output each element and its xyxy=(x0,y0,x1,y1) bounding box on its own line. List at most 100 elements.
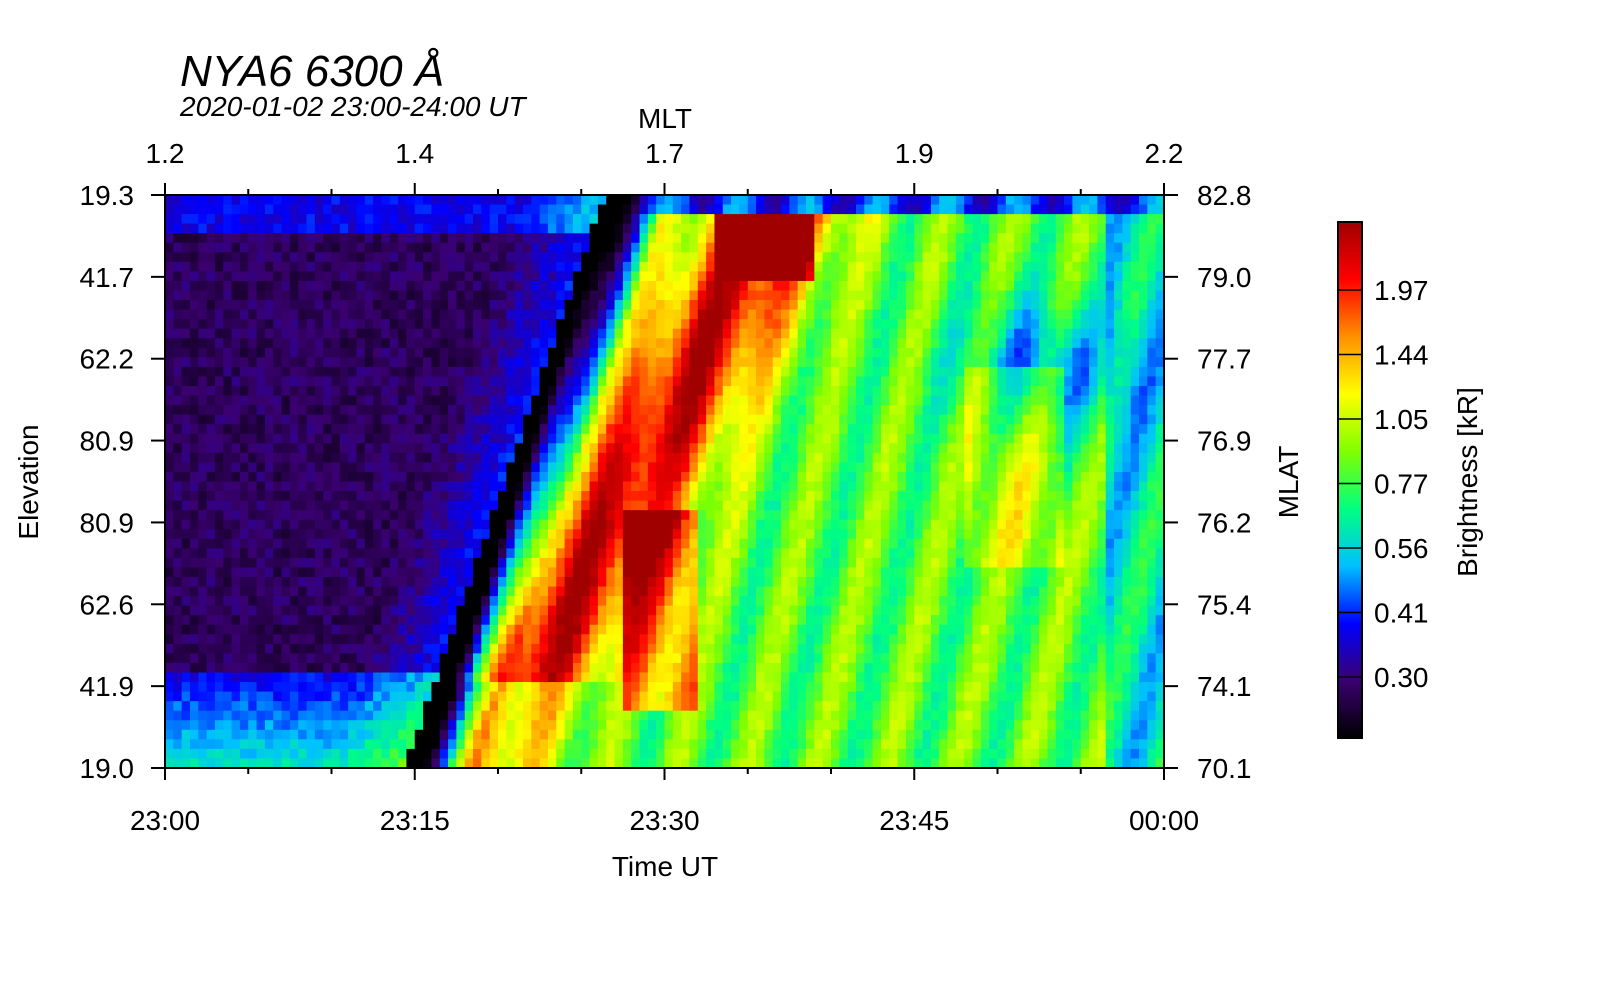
heatmap-cell xyxy=(781,405,790,416)
heatmap-cell xyxy=(822,481,832,492)
heatmap-cell xyxy=(323,634,333,645)
heatmap-cell xyxy=(273,261,283,272)
heatmap-cell xyxy=(323,748,333,760)
heatmap-cell xyxy=(789,500,799,511)
heatmap-cell xyxy=(364,586,374,597)
heatmap-cell xyxy=(414,338,424,349)
heatmap-cell xyxy=(273,519,283,530)
heatmap-cell xyxy=(264,548,274,559)
heatmap-cell xyxy=(731,682,741,693)
heatmap-cell xyxy=(256,424,266,435)
heatmap-cell xyxy=(547,624,557,635)
heatmap-cell xyxy=(331,471,341,483)
heatmap-cell xyxy=(439,729,449,740)
heatmap-cell xyxy=(481,519,491,530)
heatmap-cell xyxy=(273,634,283,645)
heatmap-cell xyxy=(514,710,524,721)
heatmap-cell xyxy=(847,500,857,511)
heatmap-cell xyxy=(556,538,566,549)
heatmap-cell xyxy=(697,653,707,664)
heatmap-cell xyxy=(731,586,741,597)
heatmap-cell xyxy=(289,271,299,282)
heatmap-cell xyxy=(589,347,599,358)
heatmap-cell xyxy=(614,691,624,702)
heatmap-cell xyxy=(464,443,474,454)
heatmap-cell xyxy=(381,300,391,311)
heatmap-cell xyxy=(597,624,607,635)
heatmap-cell xyxy=(481,682,491,693)
heatmap-cell xyxy=(256,548,266,559)
heatmap-cell xyxy=(656,386,666,397)
heatmap-cell xyxy=(572,662,582,674)
heatmap-cell xyxy=(348,366,358,378)
heatmap-cell xyxy=(464,691,474,702)
heatmap-cell xyxy=(731,596,741,607)
heatmap-cell xyxy=(489,672,499,683)
heatmap-cell xyxy=(381,452,391,463)
heatmap-cell xyxy=(531,195,541,206)
heatmap-cell xyxy=(181,720,191,731)
heatmap-cell xyxy=(531,405,541,416)
heatmap-cell xyxy=(373,758,383,769)
heatmap-cell xyxy=(498,548,507,559)
heatmap-cell xyxy=(239,557,249,569)
heatmap-cell xyxy=(839,720,849,731)
heatmap-cell xyxy=(747,338,757,349)
heatmap-cell xyxy=(739,682,749,693)
heatmap-cell xyxy=(223,214,233,225)
heatmap-cell xyxy=(564,386,574,397)
heatmap-cell xyxy=(364,701,374,712)
heatmap-cell xyxy=(439,252,449,263)
heatmap-cell xyxy=(239,347,249,358)
heatmap-cell xyxy=(439,519,449,530)
heatmap-cell xyxy=(223,720,233,731)
heatmap-cell xyxy=(622,433,632,444)
heatmap-cell xyxy=(814,691,824,702)
heatmap-cell xyxy=(572,748,582,760)
heatmap-cell xyxy=(214,510,224,521)
heatmap-cell xyxy=(273,510,283,521)
heatmap-cell xyxy=(664,710,674,721)
heatmap-cell xyxy=(498,242,507,253)
heatmap-cell xyxy=(323,586,333,597)
heatmap-cell xyxy=(348,195,358,206)
heatmap-cell xyxy=(473,710,482,721)
heatmap-cell xyxy=(489,443,499,454)
heatmap-cell xyxy=(556,491,566,502)
heatmap-cell xyxy=(722,662,732,674)
heatmap-cell xyxy=(847,290,857,301)
heatmap-cell xyxy=(822,405,832,416)
heatmap-cell xyxy=(239,195,249,206)
heatmap-cell xyxy=(189,233,199,244)
heatmap-cell xyxy=(339,462,349,473)
heatmap-cell xyxy=(448,214,457,225)
heatmap-cell xyxy=(473,634,482,645)
heatmap-cell xyxy=(764,643,774,654)
heatmap-cell xyxy=(473,462,482,473)
heatmap-cell xyxy=(639,309,649,320)
heatmap-cell xyxy=(239,290,249,301)
heatmap-cell xyxy=(772,758,782,769)
heatmap-cell xyxy=(556,271,566,282)
heatmap-cell xyxy=(614,653,624,664)
heatmap-cell xyxy=(822,347,832,358)
heatmap-cell xyxy=(256,357,266,368)
heatmap-cell xyxy=(597,395,607,406)
heatmap-cell xyxy=(406,347,416,358)
heatmap-cell xyxy=(739,538,749,549)
heatmap-cell xyxy=(214,204,224,215)
heatmap-cell xyxy=(248,586,258,597)
heatmap-cell xyxy=(722,739,732,750)
heatmap-cell xyxy=(772,538,782,549)
heatmap-cell xyxy=(264,672,274,683)
heatmap-cell xyxy=(797,386,807,397)
heatmap-cell xyxy=(697,758,707,769)
heatmap-cell xyxy=(414,548,424,559)
heatmap-cell xyxy=(206,729,216,740)
heatmap-cell xyxy=(298,280,308,292)
heatmap-cell xyxy=(514,242,524,253)
heatmap-cell xyxy=(381,471,391,483)
heatmap-cell xyxy=(406,729,416,740)
heatmap-cell xyxy=(597,758,607,769)
heatmap-cell xyxy=(539,471,549,483)
